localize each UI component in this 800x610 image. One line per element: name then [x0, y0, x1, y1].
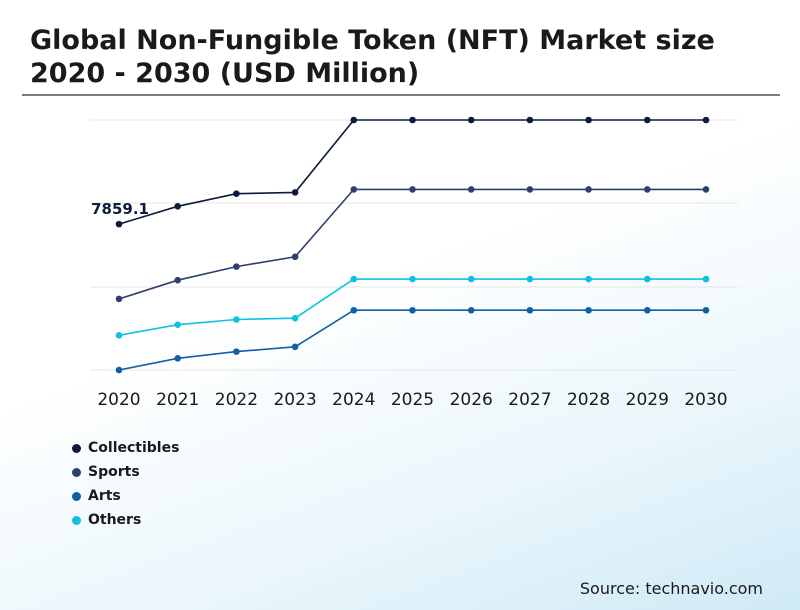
data-point-collectibles-2024	[350, 116, 358, 124]
chart-annotations: 7859.1	[91, 200, 149, 218]
data-point-others-2029	[644, 275, 651, 283]
data-point-collectibles-2027	[526, 116, 534, 124]
legend-item-others: Others	[72, 508, 179, 532]
data-point-arts-2021	[174, 355, 181, 362]
x-tick-label: 2022	[215, 390, 258, 410]
data-point-collectibles-2030	[702, 116, 710, 124]
x-tick-label: 2027	[508, 390, 551, 410]
legend-item-sports: Sports	[72, 460, 179, 484]
x-tick-label: 2024	[332, 390, 375, 410]
data-label-annotation: 7859.1	[91, 200, 149, 218]
chart-legend: Collectibles Sports Arts Others	[72, 436, 179, 532]
legend-marker-icon	[72, 491, 81, 501]
data-point-collectibles-2020	[115, 220, 123, 228]
x-tick-label: 2025	[391, 390, 434, 410]
data-point-others-2021	[174, 321, 181, 329]
data-point-sports-2024	[350, 186, 358, 193]
data-point-arts-2029	[644, 306, 651, 314]
legend-marker-icon	[72, 515, 81, 525]
data-point-sports-2028	[585, 186, 592, 193]
x-tick-label: 2021	[156, 390, 199, 410]
source-note: Source: technavio.com	[579, 579, 763, 598]
data-point-collectibles-2021	[174, 203, 181, 210]
x-tick-label: 2028	[567, 390, 610, 410]
data-point-sports-2025	[409, 186, 416, 193]
data-point-arts-2027	[526, 306, 534, 314]
chart-title: Global Non-Fungible Token (NFT) Market s…	[30, 25, 715, 89]
data-point-collectibles-2025	[409, 116, 416, 124]
series-line-sports	[118, 188, 706, 300]
legend-label: Others	[88, 512, 142, 528]
data-point-sports-2027	[526, 186, 534, 193]
data-point-sports-2030	[702, 186, 710, 193]
chart-series	[115, 116, 710, 374]
data-point-others-2024	[350, 275, 358, 283]
x-tick-label: 2020	[97, 390, 140, 410]
data-point-others-2028	[585, 275, 592, 283]
data-point-sports-2020	[115, 295, 123, 303]
legend-marker-icon	[72, 467, 81, 477]
data-point-sports-2023	[291, 253, 299, 261]
legend-item-arts: Arts	[72, 484, 179, 508]
data-point-collectibles-2028	[585, 116, 592, 124]
chart-grid	[90, 119, 738, 371]
data-point-collectibles-2023	[291, 189, 299, 196]
data-point-others-2025	[409, 275, 416, 283]
legend-marker-icon	[72, 443, 81, 453]
data-point-others-2026	[467, 275, 475, 283]
data-point-arts-2030	[702, 306, 710, 314]
data-point-sports-2029	[644, 186, 651, 193]
data-point-sports-2021	[174, 276, 181, 284]
x-tick-label: 2030	[684, 390, 727, 410]
x-tick-label: 2023	[273, 390, 316, 410]
x-tick-label: 2026	[450, 390, 493, 410]
data-point-arts-2023	[291, 343, 299, 351]
data-point-arts-2020	[115, 366, 123, 374]
data-point-others-2030	[702, 275, 710, 283]
data-point-others-2027	[526, 275, 534, 283]
data-point-sports-2022	[233, 263, 240, 270]
data-point-arts-2025	[409, 306, 416, 314]
data-point-others-2020	[115, 331, 123, 339]
legend-label: Sports	[88, 464, 140, 480]
data-point-collectibles-2029	[644, 116, 651, 124]
legend-label: Arts	[88, 488, 121, 504]
data-point-arts-2024	[350, 306, 358, 314]
data-point-arts-2022	[233, 348, 240, 355]
data-point-arts-2028	[585, 306, 592, 314]
x-axis-ticks: 2020 2021 2022 2023 2024 2025 2026 2027 2028 2029…	[97, 390, 727, 410]
legend-label: Collectibles	[88, 440, 180, 456]
series-line-arts	[118, 309, 706, 371]
data-point-collectibles-2026	[467, 116, 475, 124]
data-point-collectibles-2022	[233, 190, 240, 197]
series-line-collectibles	[118, 119, 706, 225]
data-point-sports-2026	[467, 186, 475, 193]
data-point-others-2023	[291, 314, 299, 322]
data-point-arts-2026	[467, 306, 475, 314]
data-point-others-2022	[233, 316, 240, 323]
title-divider	[22, 94, 780, 96]
legend-item-collectibles: Collectibles	[72, 436, 179, 460]
x-tick-label: 2029	[626, 390, 669, 410]
